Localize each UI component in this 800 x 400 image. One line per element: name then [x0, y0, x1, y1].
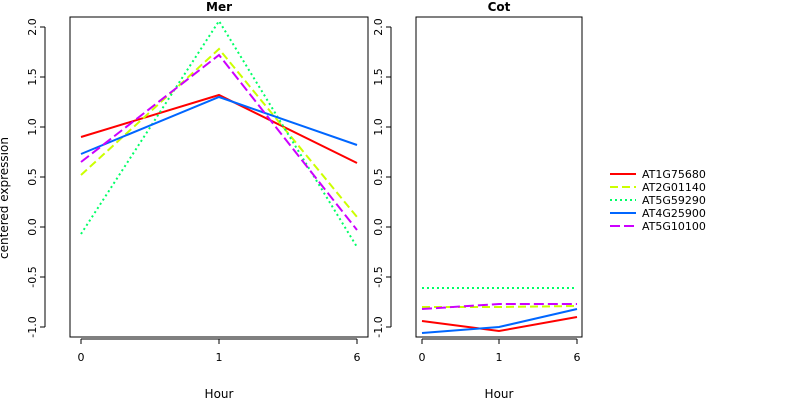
series-line-at1g75680 — [421, 316, 578, 333]
series-line-at4g25900 — [80, 95, 358, 155]
y-tick-label: -1.0 — [372, 316, 385, 337]
x-tick-label: 0 — [419, 351, 426, 364]
y-tick-label: 0.0 — [26, 218, 39, 236]
panel-title-cot: Cot — [488, 0, 511, 14]
series-line-at5g10100 — [421, 303, 577, 310]
series-line-at4g25900 — [421, 308, 578, 334]
y-tick-label: 2.0 — [372, 18, 385, 36]
legend-item: AT1G75680 — [610, 168, 706, 181]
x-axis-mer: 0 1 6 — [78, 338, 361, 364]
series-line-at1g75680 — [80, 93, 358, 164]
plot-frame-cot — [415, 16, 583, 338]
y-tick-label: 1.5 — [372, 68, 385, 86]
x-tick-label: 1 — [496, 351, 503, 364]
legend-label: AT5G59290 — [642, 194, 706, 207]
y-tick-label: 1.5 — [26, 68, 39, 86]
series-layer-mer — [80, 19, 358, 248]
legend-label: AT2G01140 — [642, 181, 706, 194]
plot-frame-mer — [69, 16, 369, 338]
panel-title-mer: Mer — [206, 0, 232, 14]
y-tick-label: 1.0 — [26, 118, 39, 136]
y-tick-label: -0.5 — [372, 266, 385, 287]
y-tick-label: 1.0 — [372, 118, 385, 136]
x-tick-label: 1 — [216, 351, 223, 364]
legend-label: AT1G75680 — [642, 168, 706, 181]
legend-item: AT5G10100 — [610, 220, 706, 233]
series-line-at2g01140 — [80, 47, 358, 218]
y-axis-mer: -1.0 -0.5 0.0 0.5 1.0 1.5 2.0 — [26, 18, 46, 338]
x-axis-title-mer: Hour — [205, 387, 234, 400]
y-axis-title: centered expression — [0, 137, 11, 259]
x-axis-cot: 0 1 6 — [419, 338, 581, 364]
series-layer-cot — [421, 287, 578, 334]
y-tick-label: -1.0 — [26, 316, 39, 337]
y-tick-label: 0.5 — [26, 168, 39, 186]
legend-item: AT5G59290 — [610, 194, 706, 207]
x-tick-label: 6 — [574, 351, 581, 364]
series-line-at5g10100 — [80, 53, 358, 231]
series-line-at2g01140 — [422, 305, 578, 308]
y-tick-label: -0.5 — [26, 266, 39, 287]
y-tick-label: 0.5 — [372, 168, 385, 186]
legend-item: AT4G25900 — [610, 207, 706, 220]
panel-mer: Mer -1.0 -0.5 0.0 0.5 1.0 1.5 2.0 0 1 6 Hour — [26, 0, 369, 400]
y-tick-label: 0.0 — [372, 218, 385, 236]
legend-item: AT2G01140 — [610, 181, 706, 194]
x-tick-label: 6 — [354, 351, 361, 364]
legend: AT1G75680AT2G01140AT5G59290AT4G25900AT5G… — [610, 168, 706, 233]
panel-cot: Cot -1.0 -0.5 0.0 0.5 1.0 1.5 2.0 0 1 6 Hour — [372, 0, 583, 400]
x-axis-title-cot: Hour — [485, 387, 514, 400]
y-axis-cot: -1.0 -0.5 0.0 0.5 1.0 1.5 2.0 — [372, 18, 392, 338]
y-tick-label: 2.0 — [26, 18, 39, 36]
legend-label: AT5G10100 — [642, 220, 706, 233]
x-tick-label: 0 — [78, 351, 85, 364]
legend-label: AT4G25900 — [642, 207, 706, 220]
